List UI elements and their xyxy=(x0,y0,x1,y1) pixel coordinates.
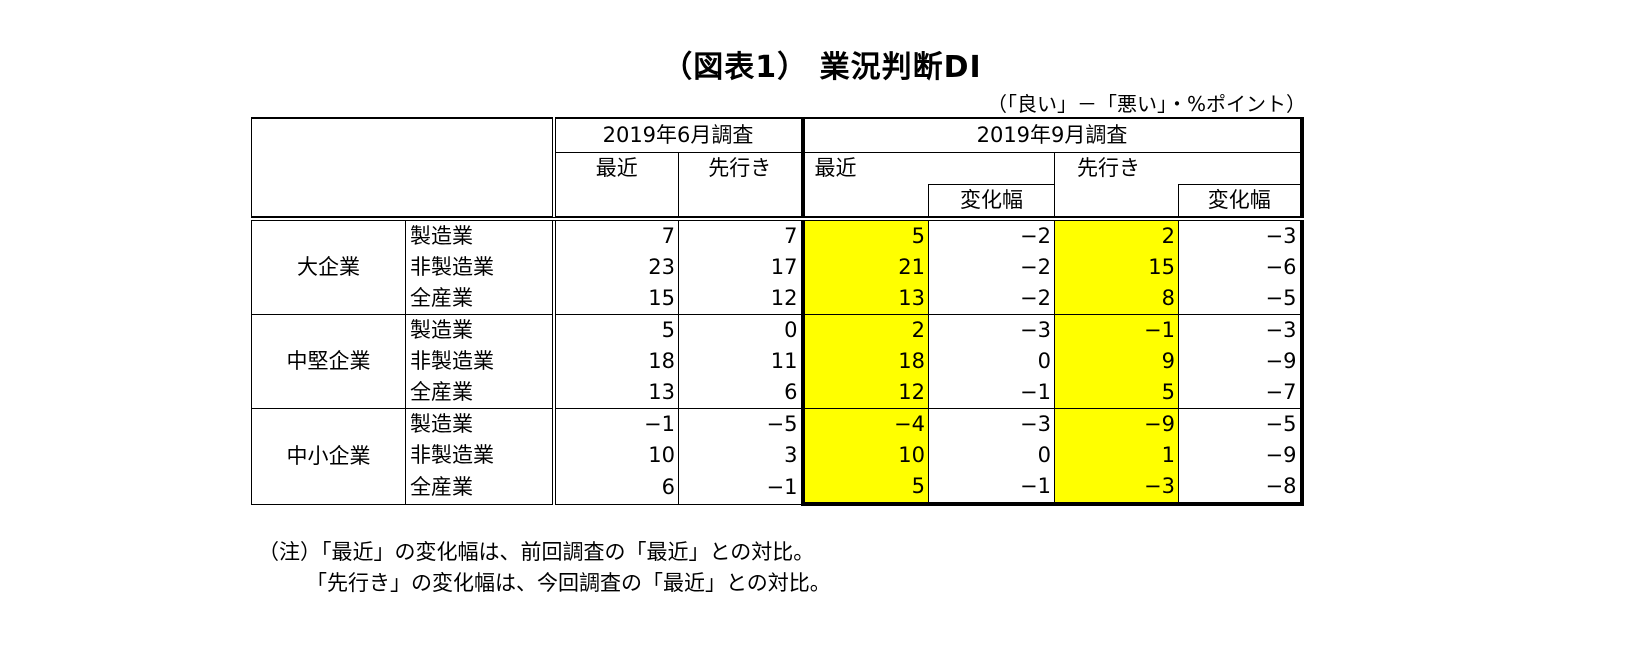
cell-jun-outlook: 3 xyxy=(678,440,803,471)
unit-note: （「良い」－「悪い」・%ポイント） xyxy=(986,92,1306,116)
cell-sep-outlook: 5 xyxy=(1054,377,1179,409)
corner-cell xyxy=(251,117,556,217)
cell-sep-recent: 13 xyxy=(800,283,929,315)
cell-jun-outlook: −5 xyxy=(678,408,803,440)
table-row: 非製造業 18 11 18 0 9 −9 xyxy=(252,346,1304,377)
cell-sep-outlook: 2 xyxy=(1054,218,1179,252)
header-survey-jun: 2019年6月調査 xyxy=(553,117,803,153)
table-row: 全産業 13 6 12 −1 5 −7 xyxy=(252,377,1304,409)
cell-sep-outlook-change: −5 xyxy=(1178,283,1304,315)
cell-jun-outlook: 7 xyxy=(678,218,803,252)
cell-sep-outlook-change: −9 xyxy=(1178,346,1304,377)
cell-sep-recent-change: −3 xyxy=(928,408,1055,440)
cell-sep-outlook: 1 xyxy=(1054,440,1179,471)
cell-jun-outlook: 0 xyxy=(678,314,803,346)
cell-sep-recent: 21 xyxy=(800,252,929,283)
industry-label: 全産業 xyxy=(405,283,556,315)
table-row: 全産業 15 12 13 −2 8 −5 xyxy=(252,283,1304,315)
cell-sep-outlook-change: −6 xyxy=(1178,252,1304,283)
cell-jun-recent: −1 xyxy=(553,408,679,440)
table-row: 中小企業 製造業 −1 −5 −4 −3 −9 −5 xyxy=(251,408,1304,505)
cell-jun-recent: 5 xyxy=(553,314,679,346)
cell-sep-recent: −4 xyxy=(800,408,929,440)
header-survey-sep: 2019年9月調査 xyxy=(800,117,1304,153)
cell-sep-outlook: −3 xyxy=(1054,471,1179,506)
cell-sep-outlook: −1 xyxy=(1054,314,1179,346)
group-label: 大企業 xyxy=(251,218,406,315)
cell-jun-recent: 23 xyxy=(553,252,679,283)
cell-sep-recent-change: −2 xyxy=(928,283,1055,315)
cell-jun-outlook: −1 xyxy=(678,471,803,505)
header-sep-recent-spacer xyxy=(800,184,929,217)
industry-label: 全産業 xyxy=(405,471,556,505)
cell-sep-recent: 5 xyxy=(800,218,929,252)
cell-sep-outlook: −9 xyxy=(1054,408,1179,440)
group-label: 中小企業 xyxy=(251,408,406,505)
cell-sep-recent-change: 0 xyxy=(928,346,1055,377)
cell-sep-outlook-change: −3 xyxy=(1178,218,1304,252)
cell-sep-outlook: 9 xyxy=(1054,346,1179,377)
cell-jun-outlook: 17 xyxy=(678,252,803,283)
cell-jun-outlook: 6 xyxy=(678,377,803,409)
footnotes: （注）「最近」の変化幅は、前回調査の「最近」との対比。 「先行き」の変化幅は、今… xyxy=(258,537,831,599)
footnote-1: （注）「最近」の変化幅は、前回調査の「最近」との対比。 xyxy=(258,540,815,564)
table-row: 中堅企業 製造業 5 0 2 −3 −1 −3 xyxy=(251,314,1304,409)
cell-sep-recent-change: −3 xyxy=(928,314,1055,346)
cell-sep-recent-change: −1 xyxy=(928,471,1055,506)
cell-sep-recent: 5 xyxy=(800,471,929,506)
cell-jun-recent: 18 xyxy=(553,346,679,377)
cell-sep-outlook: 8 xyxy=(1054,283,1179,315)
cell-jun-recent: 15 xyxy=(553,283,679,315)
group-label: 中堅企業 xyxy=(251,314,406,409)
header-jun-outlook: 先行き xyxy=(678,152,803,217)
header-sep-recent-change: 変化幅 xyxy=(928,184,1055,217)
cell-sep-outlook: 15 xyxy=(1054,252,1179,283)
cell-sep-recent: 12 xyxy=(800,377,929,409)
header-jun-recent: 最近 xyxy=(553,152,679,217)
industry-label: 非製造業 xyxy=(405,440,556,471)
cell-sep-recent: 2 xyxy=(800,314,929,346)
table-row: 非製造業 23 17 21 −2 15 −6 xyxy=(252,252,1304,283)
industry-label: 非製造業 xyxy=(405,252,556,283)
industry-label: 製造業 xyxy=(405,408,556,440)
cell-jun-recent: 6 xyxy=(553,471,679,505)
footnote-2: 「先行き」の変化幅は、今回調査の「最近」との対比。 xyxy=(306,571,831,595)
industry-label: 製造業 xyxy=(405,219,556,252)
header-sep-recent: 最近 xyxy=(800,152,1055,185)
business-conditions-di-table: 2019年6月調査 2019年9月調査 最近 先行き 最近 先行き 変化幅 変化… xyxy=(251,117,1304,506)
cell-jun-recent: 10 xyxy=(553,440,679,471)
industry-label: 製造業 xyxy=(405,314,556,346)
cell-sep-recent-change: −2 xyxy=(928,252,1055,283)
industry-label: 非製造業 xyxy=(405,346,556,377)
table-row: 非製造業 10 3 10 0 1 −9 xyxy=(252,440,1304,471)
cell-sep-outlook-change: −8 xyxy=(1178,471,1304,506)
cell-jun-recent: 13 xyxy=(553,377,679,409)
cell-sep-recent-change: 0 xyxy=(928,440,1055,471)
header-sep-outlook: 先行き xyxy=(1054,152,1304,185)
cell-sep-outlook-change: −9 xyxy=(1178,440,1304,471)
table-row: 大企業 製造業 7 7 5 −2 2 −3 xyxy=(251,218,1304,315)
cell-sep-recent-change: −1 xyxy=(928,377,1055,409)
cell-jun-outlook: 11 xyxy=(678,346,803,377)
cell-sep-outlook-change: −5 xyxy=(1178,408,1304,440)
cell-sep-recent: 18 xyxy=(800,346,929,377)
table-row: 全産業 6 −1 5 −1 −3 −8 xyxy=(252,471,1304,506)
header-sep-outlook-change: 変化幅 xyxy=(1178,184,1304,217)
header-sep-outlook-spacer xyxy=(1054,184,1179,217)
industry-label: 全産業 xyxy=(405,377,556,409)
cell-jun-outlook: 12 xyxy=(678,283,803,315)
cell-sep-recent-change: −2 xyxy=(928,218,1055,252)
cell-jun-recent: 7 xyxy=(553,218,679,252)
cell-sep-outlook-change: −3 xyxy=(1178,314,1304,346)
cell-sep-outlook-change: −7 xyxy=(1178,377,1304,409)
page-title: （図表1） 業況判断DI xyxy=(662,50,982,85)
cell-sep-recent: 10 xyxy=(800,440,929,471)
